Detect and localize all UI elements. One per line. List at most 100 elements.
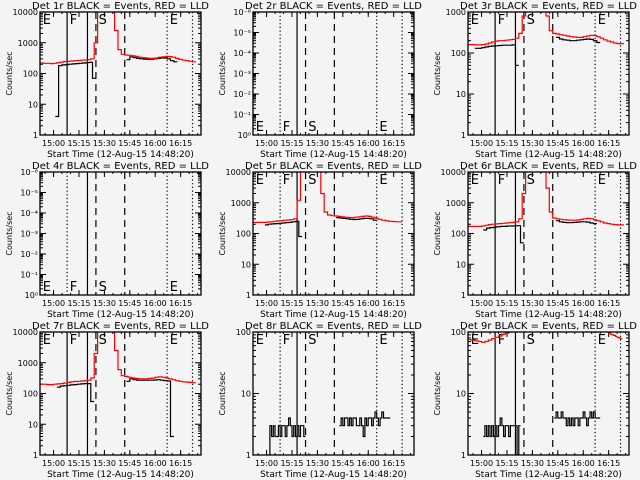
x-tick-label: 16:15 bbox=[169, 299, 192, 308]
plot-frame bbox=[252, 171, 415, 296]
y-axis-label: Counts/sec bbox=[218, 211, 227, 255]
events-series-line bbox=[483, 417, 521, 455]
x-tick-label: 15:30 bbox=[93, 139, 116, 148]
lld-series-line bbox=[253, 172, 403, 223]
y-axis-label: Counts/sec bbox=[433, 371, 442, 415]
x-tick-label: 15:45 bbox=[118, 299, 141, 308]
y-axis-label: Counts/sec bbox=[218, 51, 227, 95]
y-tick-label: 10 bbox=[28, 420, 38, 429]
x-tick-label: 15:15 bbox=[67, 299, 90, 308]
events-series-line bbox=[339, 411, 391, 438]
interval-letter: F bbox=[70, 280, 77, 295]
x-tick-label: 15:30 bbox=[306, 139, 329, 148]
y-tick-label: 10⁻³ bbox=[233, 70, 251, 79]
x-axis-label: Start Time (12-Aug-15 14:48:20) bbox=[260, 470, 407, 480]
interval-letter: E bbox=[379, 173, 387, 188]
plot-frame bbox=[467, 331, 630, 456]
y-tick-label: 10 bbox=[241, 390, 251, 399]
interval-letter: E bbox=[256, 333, 264, 348]
x-tick-label: 15:45 bbox=[546, 459, 569, 468]
x-tick-label: 15:15 bbox=[67, 139, 90, 148]
y-tick-label: 1000 bbox=[18, 359, 38, 368]
y-tick-label: 10000 bbox=[13, 8, 38, 17]
interval-letter: E bbox=[598, 13, 606, 28]
x-tick-label: 16:00 bbox=[357, 459, 380, 468]
x-tick-label: 15:00 bbox=[42, 459, 65, 468]
y-tick-label: 1 bbox=[33, 131, 38, 140]
panel-det-3: Det 3r BLACK = Events, RED = LLD Start Ti… bbox=[433, 1, 637, 160]
y-tick-label: 10⁻⁶ bbox=[233, 8, 251, 17]
x-tick-label: 15:00 bbox=[42, 139, 65, 148]
events-series-line bbox=[55, 61, 96, 118]
lld-series-line bbox=[468, 12, 624, 46]
x-tick-label: 16:15 bbox=[382, 299, 405, 308]
x-tick-label: 16:00 bbox=[572, 459, 595, 468]
events-series-line bbox=[126, 378, 174, 438]
y-tick-label: 100 bbox=[236, 230, 251, 239]
lld-series-line bbox=[468, 172, 624, 227]
x-tick-label: 15:45 bbox=[331, 139, 354, 148]
panel-det-4: Det 4r BLACK = Events, RED = LLD Start Ti… bbox=[5, 161, 209, 320]
events-series-line bbox=[554, 411, 601, 427]
plot-frame bbox=[39, 11, 202, 136]
interval-letter: E bbox=[379, 333, 387, 348]
interval-letter: E bbox=[170, 333, 178, 348]
y-tick-label: 10⁻² bbox=[233, 90, 251, 99]
y-tick-label: 100 bbox=[23, 70, 38, 79]
panel-det-2: Det 2r BLACK = Events, RED = LLD Start Ti… bbox=[218, 1, 422, 160]
x-axis-label: Start Time (12-Aug-15 14:48:20) bbox=[47, 150, 194, 160]
x-tick-label: 15:00 bbox=[255, 459, 278, 468]
y-tick-label: 1 bbox=[246, 451, 251, 460]
interval-letter: E bbox=[43, 333, 51, 348]
events-series-line bbox=[126, 56, 178, 63]
x-tick-label: 16:15 bbox=[169, 459, 192, 468]
interval-letter: S bbox=[308, 173, 316, 188]
panel-title: Det 4r BLACK = Events, RED = LLD bbox=[32, 161, 209, 172]
y-tick-label: 10⁻¹ bbox=[233, 111, 251, 120]
y-tick-label: 100 bbox=[451, 230, 466, 239]
x-tick-label: 16:00 bbox=[144, 139, 167, 148]
x-tick-label: 15:45 bbox=[331, 299, 354, 308]
series-group bbox=[468, 172, 624, 244]
x-tick-label: 16:15 bbox=[597, 459, 620, 468]
y-tick-label: 10⁰ bbox=[25, 291, 38, 300]
y-tick-label: 10⁻¹ bbox=[20, 271, 38, 280]
y-tick-label: 1 bbox=[461, 291, 466, 300]
x-tick-label: 15:45 bbox=[118, 459, 141, 468]
y-tick-label: 10 bbox=[28, 100, 38, 109]
interval-letter: S bbox=[99, 280, 107, 295]
interval-letter: F bbox=[70, 13, 77, 28]
x-tick-label: 15:00 bbox=[255, 299, 278, 308]
x-tick-label: 15:15 bbox=[495, 459, 518, 468]
x-tick-label: 15:15 bbox=[495, 299, 518, 308]
lld-series-line bbox=[468, 332, 513, 343]
interval-letter: E bbox=[43, 280, 51, 295]
x-axis-label: Start Time (12-Aug-15 14:48:20) bbox=[260, 150, 407, 160]
panel-title: Det 2r BLACK = Events, RED = LLD bbox=[245, 1, 422, 12]
interval-letter: E bbox=[256, 173, 264, 188]
x-tick-label: 16:00 bbox=[144, 459, 167, 468]
y-tick-label: 10⁰ bbox=[238, 131, 251, 140]
x-tick-label: 16:15 bbox=[382, 459, 405, 468]
y-tick-label: 100 bbox=[23, 390, 38, 399]
x-tick-label: 15:30 bbox=[93, 459, 116, 468]
interval-letter: E bbox=[598, 173, 606, 188]
interval-letter: S bbox=[308, 333, 316, 348]
y-tick-label: 10 bbox=[456, 390, 466, 399]
y-tick-label: 10 bbox=[241, 260, 251, 269]
y-tick-label: 1 bbox=[246, 291, 251, 300]
y-tick-label: 1 bbox=[461, 451, 466, 460]
interval-letter: F bbox=[70, 333, 77, 348]
y-tick-label: 100 bbox=[451, 49, 466, 58]
x-axis-label: Start Time (12-Aug-15 14:48:20) bbox=[47, 310, 194, 320]
y-tick-label: 10⁻⁴ bbox=[20, 209, 38, 218]
events-series-line bbox=[474, 44, 519, 66]
y-tick-label: 1 bbox=[33, 451, 38, 460]
y-tick-label: 10⁻⁶ bbox=[20, 168, 38, 177]
panel-det-7: Det 7r BLACK = Events, RED = LLD Start Ti… bbox=[5, 321, 209, 480]
interval-letter: S bbox=[308, 120, 316, 135]
series-group bbox=[268, 411, 391, 455]
x-tick-label: 15:30 bbox=[93, 299, 116, 308]
x-axis-label: Start Time (12-Aug-15 14:48:20) bbox=[475, 470, 622, 480]
x-tick-label: 16:15 bbox=[597, 139, 620, 148]
